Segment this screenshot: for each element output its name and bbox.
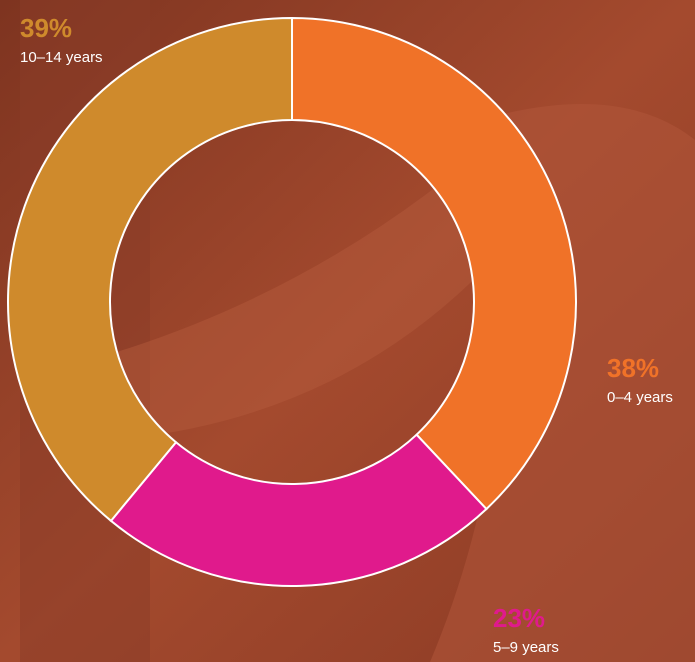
photo-shape <box>90 160 520 440</box>
value-label: 38% <box>607 353 659 383</box>
labels: 38% 0–4 years 23% 5–9 years 39% 10–14 years <box>20 13 673 656</box>
donut-slice <box>291 16 577 511</box>
donut-slice <box>7 16 293 523</box>
donut <box>7 16 577 587</box>
value-label: 23% <box>493 603 545 633</box>
category-label: 10–14 years <box>20 49 103 66</box>
donut-slice <box>109 433 488 587</box>
value-label: 39% <box>20 13 72 43</box>
category-label: 0–4 years <box>607 389 673 406</box>
category-label: 5–9 years <box>493 639 559 656</box>
